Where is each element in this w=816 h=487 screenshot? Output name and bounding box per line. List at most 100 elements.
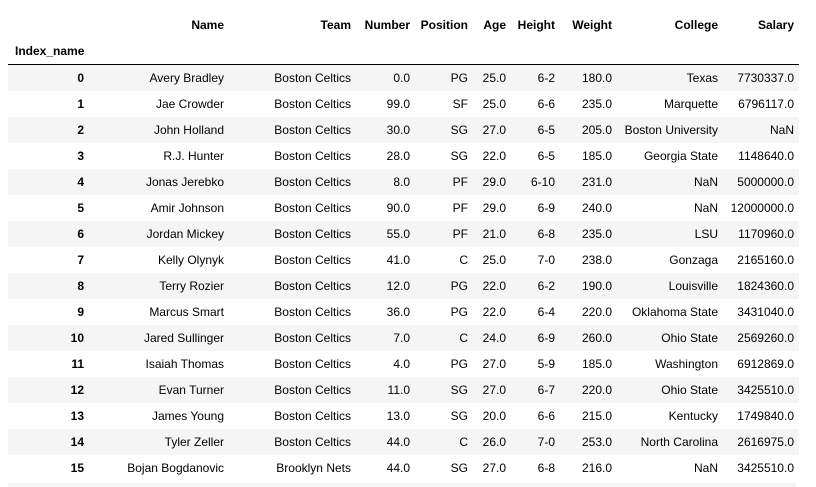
table-cell: Ohio State — [661, 330, 718, 345]
table-cell: LSU — [694, 226, 718, 241]
table-cell: C — [459, 434, 468, 449]
table-cell: 2569260.0 — [737, 330, 794, 345]
table-cell: 5-9 — [537, 356, 555, 371]
table-row: 15 Bojan Bogdanovic Brooklyn Nets 44.0 SG 27.… — [8, 454, 799, 481]
row-index: 1 — [77, 96, 84, 111]
table-cell: 24.0 — [482, 330, 506, 345]
table-cell: 180.0 — [581, 70, 612, 85]
table-cell: SG — [450, 148, 468, 163]
table-cell: NaN — [693, 200, 718, 215]
table-cell: Amir Johnson — [150, 200, 224, 215]
table-cell: Oklahoma State — [631, 304, 718, 319]
table-cell: James Young — [151, 408, 224, 423]
row-index: 2 — [77, 122, 84, 137]
row-index: 6 — [77, 226, 84, 241]
table-cell: Kelly Olynyk — [157, 252, 224, 267]
table-row: 12 Evan Turner Boston Celtics 11.0 SG 27.0 6-7… — [8, 376, 799, 403]
table-cell: 6-2 — [537, 278, 555, 293]
table-cell: 7-0 — [537, 434, 555, 449]
column-header: Height — [517, 18, 555, 32]
table-cell: 55.0 — [386, 226, 410, 241]
table-cell: 190.0 — [581, 278, 612, 293]
table-cell: Boston Celtics — [274, 330, 351, 345]
table-cell: Boston Celtics — [274, 96, 351, 111]
table-cell: 185.0 — [581, 148, 612, 163]
table-cell: Boston Celtics — [274, 122, 351, 137]
table-row: 7 Kelly Olynyk Boston Celtics 41.0 C 25.0 7-0 2… — [8, 246, 799, 273]
next-row-peek — [8, 483, 796, 487]
table-cell: Boston Celtics — [274, 434, 351, 449]
table-cell: PG — [450, 304, 468, 319]
table-cell: Kentucky — [668, 408, 718, 423]
table-cell: Boston Celtics — [274, 382, 351, 397]
table-cell: 7-0 — [537, 252, 555, 267]
table-cell: 220.0 — [581, 382, 612, 397]
table-cell: PF — [452, 200, 468, 215]
table-cell: 235.0 — [581, 96, 612, 111]
table-cell: 253.0 — [581, 434, 612, 449]
table-cell: SG — [450, 382, 468, 397]
table-cell: 7.0 — [393, 330, 410, 345]
row-index: 12 — [70, 382, 84, 397]
table-cell: 6-6 — [537, 408, 555, 423]
table-cell: Isaiah Thomas — [145, 356, 225, 371]
table-cell: 5000000.0 — [737, 174, 794, 189]
table-cell: 44.0 — [386, 460, 410, 475]
row-index: 5 — [77, 200, 84, 215]
table-cell: 235.0 — [581, 226, 612, 241]
table-cell: 1824360.0 — [737, 278, 794, 293]
table-cell: 238.0 — [581, 252, 612, 267]
table-cell: 6-5 — [537, 148, 555, 163]
table-cell: Texas — [686, 70, 718, 85]
table-cell: 231.0 — [581, 174, 612, 189]
table-cell: Terry Rozier — [159, 278, 224, 293]
table-cell: 28.0 — [386, 148, 410, 163]
table-cell: 12000000.0 — [730, 200, 794, 215]
table-cell: SG — [450, 122, 468, 137]
table-cell: 6-7 — [537, 382, 555, 397]
index-name-label: Index_name — [8, 38, 92, 65]
column-header: Team — [320, 18, 351, 32]
table-cell: 41.0 — [386, 252, 410, 267]
table-cell: 1749840.0 — [737, 408, 794, 423]
table-cell: 6912869.0 — [737, 356, 794, 371]
row-index: 15 — [70, 460, 84, 475]
table-cell: SF — [452, 96, 468, 111]
column-header: Salary — [757, 18, 794, 32]
table-cell: Marquette — [663, 96, 718, 111]
row-index: 10 — [70, 330, 84, 345]
row-index: 11 — [71, 356, 84, 371]
table-cell: Boston Celtics — [274, 148, 351, 163]
table-cell: 30.0 — [386, 122, 410, 137]
table-cell: 4.0 — [393, 356, 410, 371]
row-index: 4 — [77, 174, 84, 189]
table-cell: Boston Celtics — [274, 304, 351, 319]
table-cell: 12.0 — [386, 278, 410, 293]
table-cell: 0.0 — [393, 70, 410, 85]
row-index: 7 — [77, 252, 84, 267]
row-index: 13 — [70, 408, 84, 423]
column-header-row: Name Team Number Position Age Height Wei… — [8, 12, 799, 38]
table-cell: 6-9 — [537, 200, 555, 215]
table-cell: 99.0 — [386, 96, 410, 111]
table-cell: C — [459, 330, 468, 345]
column-header: Name — [191, 18, 224, 32]
table-row: 9 Marcus Smart Boston Celtics 36.0 PG 22.0 6-4… — [8, 298, 799, 325]
row-index: 8 — [77, 278, 84, 293]
table-cell: 6796117.0 — [738, 96, 794, 111]
table-cell: 27.0 — [482, 356, 506, 371]
table-cell: 90.0 — [386, 200, 410, 215]
table-cell: Louisville — [668, 278, 718, 293]
table-cell: 6-8 — [537, 460, 555, 475]
table-cell: 3431040.0 — [737, 304, 794, 319]
column-header: College — [674, 18, 718, 32]
table-cell: 29.0 — [482, 174, 506, 189]
table-cell: Boston Celtics — [274, 356, 351, 371]
table-cell: C — [459, 252, 468, 267]
table-cell: 6-8 — [537, 226, 555, 241]
table-cell: 25.0 — [482, 252, 506, 267]
table-cell: 216.0 — [581, 460, 612, 475]
table-cell: 26.0 — [482, 434, 506, 449]
table-cell: Bojan Bogdanovic — [127, 460, 224, 475]
